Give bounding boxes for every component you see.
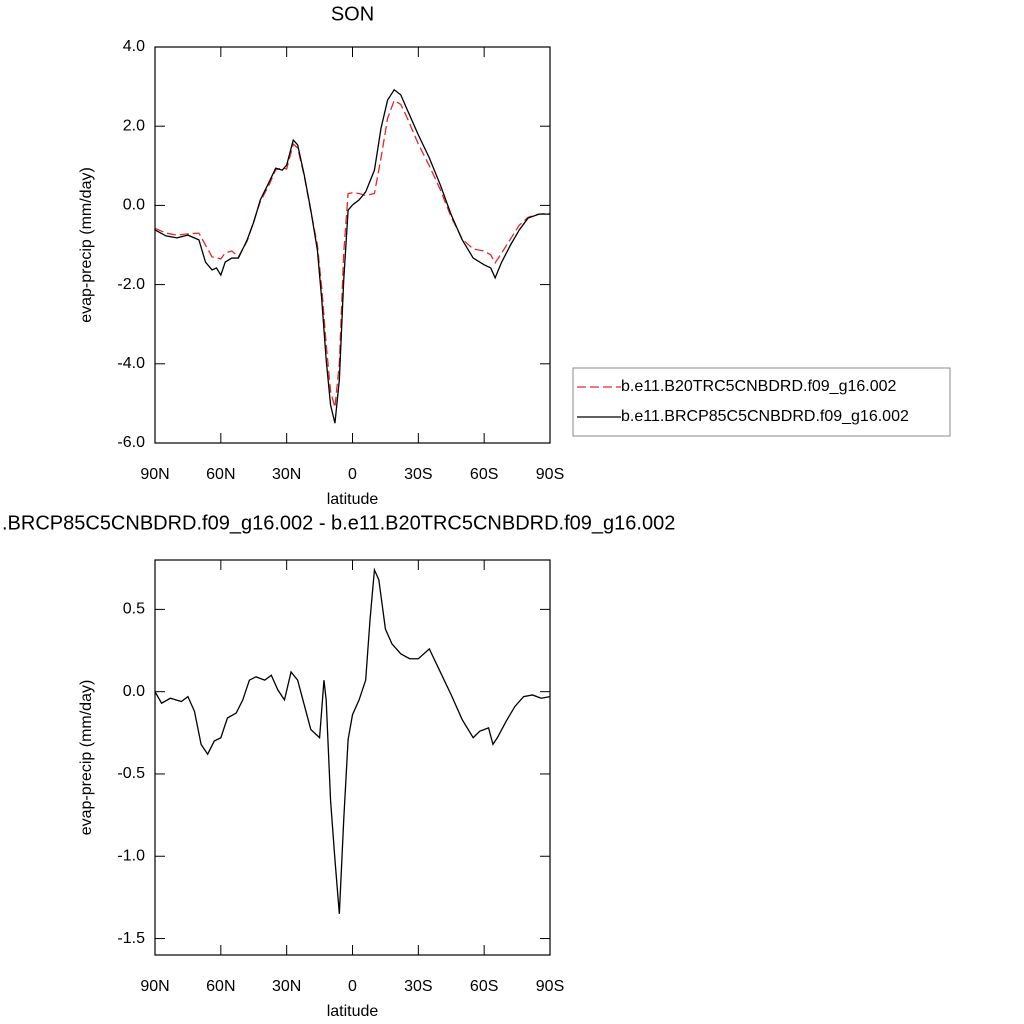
- y-axis-label: evap-precip (mm/day): [78, 680, 95, 836]
- x-tick-label: 90N: [140, 466, 169, 483]
- plot-frame: [154, 46, 551, 444]
- chart-title: SON: [331, 3, 374, 25]
- y-tick-label: -2.0: [117, 276, 145, 293]
- x-tick-label: 60S: [470, 978, 498, 995]
- data-line: [154, 88, 550, 424]
- x-tick-label: 30N: [272, 978, 301, 995]
- y-tick-label: -1.5: [117, 930, 145, 947]
- y-tick-label: -1.0: [117, 847, 145, 864]
- legend-box: [572, 367, 951, 437]
- legend-label: b.e11.BRCP85C5CNBDRD.f09_g16.002: [621, 408, 909, 425]
- x-axis-label: latitude: [327, 1003, 379, 1020]
- x-tick-label: 60N: [206, 466, 235, 483]
- legend-label: b.e11.B20TRC5CNBDRD.f09_g16.002: [621, 378, 897, 395]
- x-axis-label: latitude: [327, 491, 379, 508]
- x-tick-label: 30N: [272, 466, 301, 483]
- y-tick-label: 2.0: [123, 117, 145, 134]
- y-axis-label: evap-precip (mm/day): [78, 167, 95, 323]
- chart-title: .BRCP85C5CNBDRD.f09_g16.002 - b.e11.B20T…: [2, 512, 675, 534]
- plot-frame: [154, 559, 551, 956]
- y-tick-label: 4.0: [123, 38, 145, 55]
- x-tick-label: 30S: [404, 978, 432, 995]
- data-line: [154, 99, 551, 408]
- y-tick-label: -6.0: [117, 434, 145, 451]
- x-tick-label: 60S: [470, 466, 498, 483]
- x-tick-label: 60N: [206, 978, 235, 995]
- x-tick-label: 90S: [536, 466, 564, 483]
- y-tick-label: 0.5: [123, 601, 145, 618]
- y-tick-label: 0.0: [123, 683, 145, 700]
- x-tick-label: 0: [348, 466, 357, 483]
- x-tick-label: 90N: [140, 978, 169, 995]
- x-tick-label: 90S: [536, 978, 564, 995]
- x-tick-label: 0: [348, 978, 357, 995]
- x-tick-label: 30S: [404, 466, 432, 483]
- y-tick-label: 0.0: [123, 197, 145, 214]
- y-tick-label: -0.5: [117, 765, 145, 782]
- y-tick-label: -4.0: [117, 355, 145, 372]
- data-line: [154, 567, 551, 914]
